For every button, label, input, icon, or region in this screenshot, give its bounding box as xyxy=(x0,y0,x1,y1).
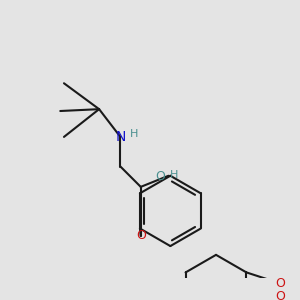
Text: O: O xyxy=(136,230,146,242)
Text: O: O xyxy=(275,277,285,290)
Text: O: O xyxy=(275,290,285,300)
Text: H: H xyxy=(170,170,179,180)
Text: O: O xyxy=(155,170,165,183)
Text: N: N xyxy=(115,130,126,144)
Text: H: H xyxy=(130,129,139,139)
